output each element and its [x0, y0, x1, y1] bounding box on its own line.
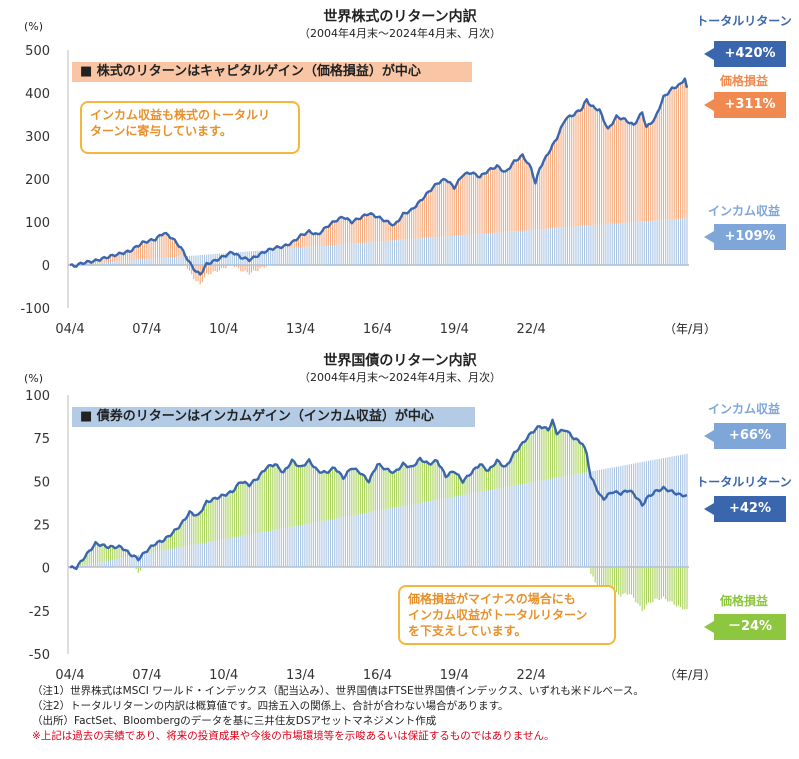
chart2-subtitle: （2004年4月末～2024年4月末、月次） [299, 371, 501, 384]
chart2-tag-income-name: インカム収益 [707, 402, 780, 416]
chart1-ytick: 0 [42, 259, 50, 274]
chart2-tag-capital-name: 価格損益 [719, 594, 768, 608]
chart2-ytick: -25 [29, 605, 50, 620]
chart1-tag-income-name: インカム収益 [707, 204, 780, 218]
chart2-xtick: 13/4 [286, 668, 315, 683]
chart2-ytick: 75 [33, 432, 50, 447]
chart1-banner: ■ 株式のリターンはキャピタルゲイン（価格損益）が中心 [72, 62, 472, 82]
chart2-ylabel: (%) [24, 372, 44, 385]
footnote-disclaimer: ※上記は過去の実績であり、将来の投資成果や今後の市場環境等を示唆あるいは保証する… [32, 730, 555, 742]
chart2-xlabel: （年/月） [664, 668, 717, 682]
chart2-title: 世界国債のリターン内訳 [323, 353, 477, 369]
chart1-xtick: 10/4 [209, 322, 238, 337]
chart1-title: 世界株式のリターン内訳 [323, 9, 477, 25]
chart1-ytick: 200 [25, 173, 50, 188]
chart1-callout-line-2: ターンに寄与しています。 [90, 124, 232, 138]
chart2-callout-line-3: を下支えしています。 [408, 624, 527, 638]
footnote-2: （注2）トータルリターンの内訳は概算値です。四捨五入の関係上、合計が合わない場合… [32, 700, 509, 712]
chart1-ylabel: (%) [24, 20, 44, 33]
chart2-ytick: 100 [25, 389, 50, 404]
chart1-xtick: 19/4 [440, 322, 469, 337]
chart1-bars [71, 78, 688, 285]
chart2-ytick: 50 [33, 475, 50, 490]
chart2-callout: 価格損益がマイナスの場合にも インカム収益がトータルリターン を下支えしています… [398, 585, 616, 645]
chart1-xtick: 07/4 [132, 322, 161, 337]
chart1-xlabel: （年/月） [664, 322, 717, 336]
chart1-ytick: -100 [20, 302, 50, 317]
footnote-1: （注1）世界株式はMSCI ワールド・インデックス（配当込み）、世界国債はFTS… [32, 685, 644, 697]
footnote-3: （出所）FactSet、Bloombergのデータを基に三井住友DSアセットマネ… [32, 715, 437, 727]
chart2-xtick: 07/4 [132, 668, 161, 683]
chart2-xtick: 22/4 [517, 668, 546, 683]
chart1-tag-capital-name: 価格損益 [719, 74, 768, 88]
chart2-xtick: 10/4 [209, 668, 238, 683]
chart1-ytick: 400 [25, 87, 50, 102]
chart2-bars [71, 419, 688, 612]
chart1-ytick: 500 [25, 44, 50, 59]
chart1-tag-income-value: +109% [704, 224, 786, 250]
chart1-ytick: 300 [25, 130, 50, 145]
chart2-tag-income-value: +66% [704, 423, 786, 449]
chart1-callout-line-1: インカム収益も株式のトータルリ [90, 108, 271, 122]
chart1-tag-capital-value: +311% [704, 92, 786, 118]
chart1-xtick: 04/4 [55, 322, 84, 337]
chart2-tag-total-value: +42% [704, 496, 786, 522]
chart1-subtitle: （2004年4月末～2024年4月末、月次） [299, 27, 501, 40]
chart2-ytick: 0 [42, 562, 50, 577]
chart1-xtick: 16/4 [363, 322, 392, 337]
chart2-plot: 100 75 50 25 0 -25 -50 04/4 07/4 10/4 13/4 16/4 19/4… [25, 389, 689, 683]
chart1-xtick: 13/4 [286, 322, 315, 337]
chart2-callout-line-1: 価格損益がマイナスの場合にも [408, 592, 576, 606]
chart2-xtick: 19/4 [440, 668, 469, 683]
chart1-callout: インカム収益も株式のトータルリ ターンに寄与しています。 [80, 101, 300, 154]
chart1-ytick: 100 [25, 216, 50, 231]
chart2-ytick: 25 [33, 519, 50, 534]
chart2-callout-line-2: インカム収益がトータルリターン [408, 608, 588, 622]
chart1-xtick: 22/4 [517, 322, 546, 337]
chart2-xtick: 04/4 [55, 668, 84, 683]
chart2-tag-total-name: トータルリターン [696, 475, 792, 489]
chart1-tag-total-name: トータルリターン [696, 14, 792, 28]
chart1-total-line [69, 77, 689, 276]
chart1-plot: 500 400 300 200 100 0 -100 04/4 07/4 10/4 13/4 16/4… [20, 44, 689, 337]
chart1-tag-total-value: +420% [704, 41, 786, 67]
chart2-xtick: 16/4 [363, 668, 392, 683]
chart2-banner: ■ 債券のリターンはインカムゲイン（インカム収益）が中心 [72, 407, 475, 427]
chart2-total-line [69, 418, 688, 571]
chart2-ytick: -50 [29, 648, 50, 663]
chart2-tag-capital-value: －24% [704, 614, 786, 640]
